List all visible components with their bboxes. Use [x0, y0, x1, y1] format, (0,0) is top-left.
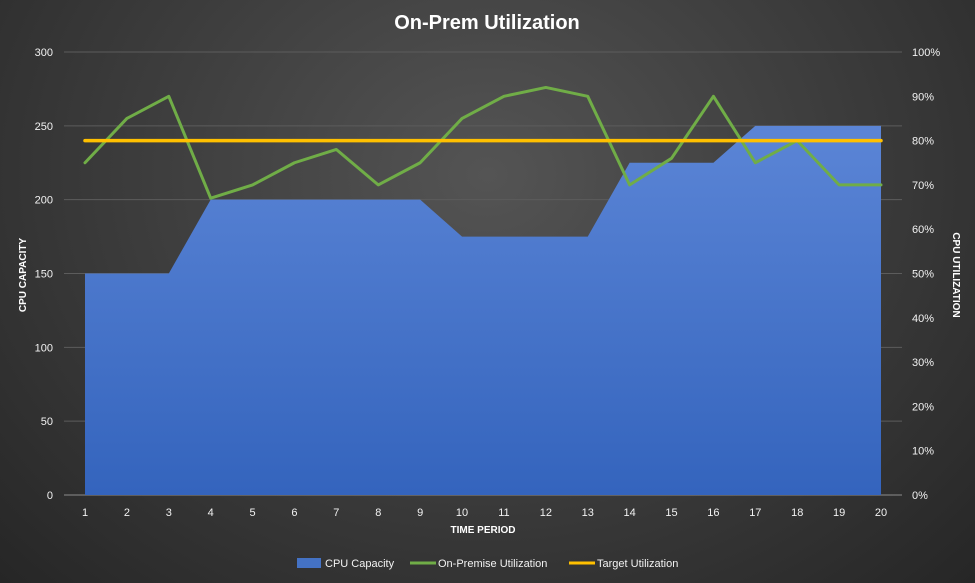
x-tick-label: 5 [250, 507, 256, 519]
x-tick-label: 7 [333, 507, 339, 519]
right-axis-title: CPU UTILIZATION [950, 232, 961, 317]
left-tick-label: 150 [35, 269, 53, 281]
x-tick-label: 19 [833, 507, 845, 519]
right-tick-label: 80% [912, 136, 934, 148]
x-tick-label: 10 [456, 507, 468, 519]
left-axis-title: CPU CAPACITY [18, 238, 29, 313]
left-tick-label: 250 [35, 121, 53, 133]
x-tick-label: 14 [624, 507, 636, 519]
right-tick-label: 0% [912, 490, 928, 502]
right-tick-label: 70% [912, 180, 934, 192]
capacity-area [85, 125, 881, 495]
x-tick-label: 8 [375, 507, 381, 519]
legend-label: CPU Capacity [325, 558, 395, 570]
x-tick-label: 16 [707, 507, 719, 519]
x-tick-label: 11 [498, 507, 509, 519]
left-tick-label: 200 [35, 195, 53, 207]
x-tick-label: 9 [417, 507, 423, 519]
x-tick-label: 17 [749, 507, 761, 519]
x-tick-label: 18 [791, 507, 803, 519]
right-tick-label: 50% [912, 269, 934, 281]
capacity-area-layer [85, 125, 881, 495]
right-tick-label: 10% [912, 446, 934, 458]
utilization-lines-layer [83, 85, 883, 200]
right-tick-label: 30% [912, 357, 934, 369]
left-tick-label: 100 [35, 342, 53, 354]
left-tick-label: 0 [47, 490, 53, 502]
chart-title: On-Prem Utilization [394, 12, 580, 34]
right-tick-label: 20% [912, 401, 934, 413]
right-tick-label: 90% [912, 91, 934, 103]
x-tick-label: 13 [582, 507, 594, 519]
left-axis: 0 50 100 150 200 250 300 [35, 47, 53, 502]
x-axis: 1 2 3 4 5 6 7 8 9 10 11 12 13 14 15 16 17 18 19 20 [82, 507, 887, 519]
legend-label: On-Premise Utilization [438, 558, 547, 570]
x-tick-label: 4 [208, 507, 214, 519]
x-axis-title: TIME PERIOD [450, 525, 515, 536]
on-premise-utilization-line [83, 85, 883, 200]
x-tick-label: 3 [166, 507, 172, 519]
legend-swatch-capacity [297, 558, 321, 568]
right-axis: 0% 10% 20% 30% 40% 50% 60% 70% 80% 90% 100% [912, 47, 940, 502]
left-tick-label: 50 [41, 416, 53, 428]
x-tick-label: 6 [291, 507, 297, 519]
legend-label: Target Utilization [597, 558, 678, 570]
right-tick-label: 60% [912, 224, 934, 236]
x-tick-label: 20 [875, 507, 887, 519]
x-tick-label: 2 [124, 507, 130, 519]
left-tick-label: 300 [35, 47, 53, 59]
x-tick-label: 12 [540, 507, 552, 519]
x-tick-label: 15 [665, 507, 677, 519]
x-tick-label: 1 [82, 507, 88, 519]
right-tick-label: 40% [912, 313, 934, 325]
legend: CPU Capacity On-Premise Utilization Target… [297, 558, 678, 570]
right-tick-label: 100% [912, 47, 940, 59]
